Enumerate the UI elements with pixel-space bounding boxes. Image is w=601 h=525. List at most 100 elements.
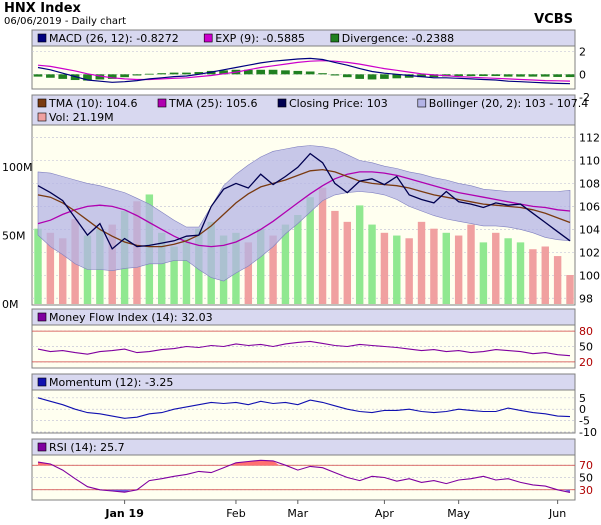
macd-line [37, 57, 571, 85]
price-legend-bg [31, 94, 576, 126]
volume-bar [34, 228, 42, 304]
divergence-bar [268, 69, 278, 75]
y-tick-label: 0 [579, 68, 586, 81]
divergence-bar [318, 73, 327, 75]
y-tick-label: -10 [579, 426, 597, 439]
volume-bar [158, 232, 166, 304]
legend-swatch-50 [37, 442, 47, 452]
volume-bar [516, 242, 525, 304]
macd-plot-bg [31, 45, 576, 90]
divergence-bar [466, 74, 476, 77]
legend-label: Momentum (12): -3.25 [49, 376, 173, 389]
volume-bar [553, 256, 562, 304]
legend-swatch-0 [37, 33, 47, 43]
volume-bar [529, 249, 537, 304]
legend-swatch-2 [330, 33, 340, 43]
volume-bar [244, 242, 253, 304]
divergence-bar [58, 74, 68, 79]
legend-swatch-11 [157, 98, 167, 108]
legend-label: Closing Price: 103 [289, 97, 388, 110]
y-tick-label: 106 [579, 200, 600, 213]
legend-swatch-13 [417, 98, 427, 108]
y-tick-label: 0 [579, 403, 586, 416]
volume-bar [430, 228, 438, 304]
legend-label: TMA (10): 104.6 [48, 97, 138, 110]
volume-bar [331, 210, 339, 304]
divergence-bar [219, 70, 228, 75]
mfi-line [37, 340, 571, 357]
y-tick-label: 5 [579, 392, 586, 405]
volume-bar [306, 197, 314, 304]
volume-bar [492, 232, 500, 304]
divergence-bar [243, 69, 253, 75]
divergence-bar [355, 74, 365, 79]
x-tick-label: Mar [287, 507, 308, 520]
y-tick-label: 70 [579, 459, 593, 472]
divergence-bar [182, 72, 191, 75]
divergence-bar [528, 74, 538, 77]
mfi-y-ticks: 80 50 20 [579, 325, 593, 369]
y-tick-label: -5 [579, 415, 590, 428]
y-tick-label: 0M [2, 298, 19, 311]
divergence-bar [392, 74, 402, 79]
tma25-line [37, 171, 571, 248]
y-tick-label: 2 [579, 46, 586, 59]
volume-bar [442, 232, 450, 304]
price-lines [37, 152, 571, 250]
rsi-legend: RSI (14): 25.7 [37, 441, 125, 454]
y-tick-label: 50 [579, 341, 593, 354]
closing-price-line [37, 152, 571, 250]
divergence-bar [565, 74, 575, 78]
mfi-legend: Money Flow Index (14): 32.03 [37, 311, 213, 324]
divergence-bar [330, 74, 340, 76]
volume-bar [393, 235, 401, 304]
legend-label: Vol: 21.19M [49, 111, 114, 124]
y-tick-label: 98 [579, 292, 593, 305]
volume-bar [368, 224, 376, 304]
macd-panel: MACD (26, 12): -0.8272 EXP (9): -0.5885 Di… [31, 29, 590, 105]
rsi-oversold-fill [106, 489, 131, 493]
volume-bar [281, 224, 290, 304]
tma10-line [37, 168, 571, 248]
momentum-legend: Momentum (12): -3.25 [37, 376, 173, 389]
y-tick-label: 100M [2, 161, 33, 174]
divergence-bar [145, 73, 154, 75]
y-tick-label: 100 [579, 269, 600, 282]
legend-swatch-10 [37, 98, 47, 108]
legend-swatch-40 [37, 377, 47, 387]
legend-label: EXP (9): -0.5885 [215, 32, 305, 45]
mfi-gridlines [32, 330, 575, 363]
y-tick-label: 50 [579, 472, 593, 485]
volume-y-ticks: 100M 50M 0M [2, 161, 33, 311]
rsi-line [37, 459, 571, 493]
legend-label: RSI (14): 25.7 [49, 441, 125, 454]
volume-bar [380, 232, 389, 304]
volume-bar [46, 232, 55, 304]
volume-bar [417, 221, 426, 304]
legend-label: Money Flow Index (14): 32.03 [49, 311, 213, 324]
divergence-bar [46, 74, 55, 78]
divergence-bar [367, 74, 377, 80]
volume-bar [405, 238, 413, 304]
chart-subtitle: 06/06/2019 - Daily chart [4, 16, 127, 27]
legend-label: Bollinger (20, 2): 103 - 107.4 [429, 97, 588, 110]
mfi-line [37, 340, 571, 357]
volume-bar [479, 242, 488, 304]
momentum-gridlines [32, 397, 575, 433]
legend-swatch-1 [203, 33, 213, 43]
volume-bar [454, 235, 463, 304]
rsi-overbought-fill [229, 460, 280, 466]
divergence-bar [293, 70, 303, 75]
x-tick-label: Jan 19 [104, 507, 143, 520]
macd-y-ticks: 2 0 -2 [579, 46, 590, 105]
y-tick-label: 112 [579, 131, 600, 144]
volume-bar [355, 205, 364, 304]
divergence-bar [33, 74, 43, 77]
volume-bar [182, 238, 191, 304]
momentum-line [37, 397, 571, 419]
divergence-bar [95, 74, 105, 80]
volume-bar [541, 246, 549, 304]
divergence-bar [305, 71, 315, 75]
volume-bar [504, 238, 512, 304]
volume-bar [343, 221, 352, 304]
